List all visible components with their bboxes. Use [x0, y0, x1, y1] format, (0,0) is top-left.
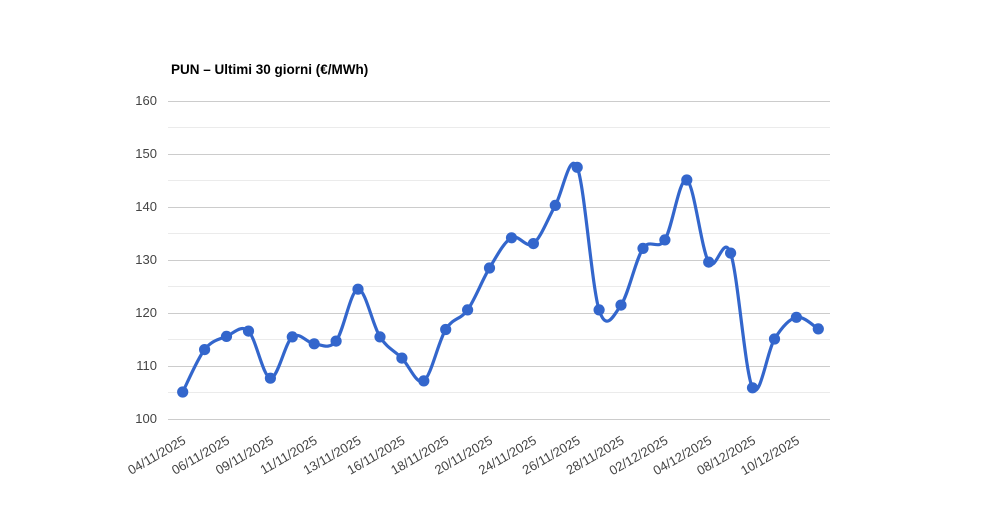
data-point-marker[interactable] — [768, 333, 781, 345]
pun-series-line — [181, 162, 820, 394]
data-point-marker[interactable] — [790, 311, 803, 323]
data-point-marker[interactable] — [242, 325, 255, 337]
y-axis-tick-label: 150 — [135, 146, 157, 161]
y-axis-tick-label: 100 — [135, 411, 157, 426]
data-point-marker[interactable] — [725, 247, 737, 259]
data-point-marker[interactable] — [483, 262, 496, 274]
data-point-marker[interactable] — [396, 352, 408, 364]
data-point-marker[interactable] — [593, 304, 605, 316]
y-axis-tick-label: 130 — [135, 252, 157, 267]
data-point-marker[interactable] — [374, 331, 386, 343]
y-axis-tick-label: 160 — [135, 93, 157, 108]
data-point-marker[interactable] — [462, 304, 474, 316]
data-point-marker[interactable] — [286, 331, 298, 343]
data-point-marker[interactable] — [264, 372, 276, 384]
data-point-marker[interactable] — [308, 338, 320, 350]
data-point-marker[interactable] — [418, 375, 430, 387]
y-axis-tick-label: 140 — [135, 199, 157, 214]
data-point-marker[interactable] — [812, 323, 824, 335]
chart-title: PUN – Ultimi 30 giorni (€/MWh) — [171, 62, 369, 77]
data-point-marker[interactable] — [681, 174, 693, 186]
data-point-marker[interactable] — [746, 382, 759, 394]
data-point-marker[interactable] — [571, 161, 583, 173]
data-point-marker[interactable] — [659, 234, 671, 246]
y-axis-tick-label: 110 — [136, 358, 157, 373]
data-point-marker[interactable] — [440, 323, 452, 336]
data-point-marker[interactable] — [177, 386, 189, 398]
data-point-marker[interactable] — [615, 299, 627, 311]
data-point-marker[interactable] — [352, 283, 364, 295]
data-point-marker[interactable] — [220, 330, 233, 342]
data-point-marker[interactable] — [330, 335, 342, 347]
data-point-marker[interactable] — [549, 199, 561, 211]
data-point-marker[interactable] — [505, 232, 518, 244]
data-point-marker[interactable] — [637, 242, 649, 254]
data-point-marker[interactable] — [703, 256, 715, 268]
y-axis-tick-label: 120 — [135, 305, 157, 320]
data-point-marker[interactable] — [527, 238, 540, 250]
data-point-marker[interactable] — [199, 344, 211, 356]
